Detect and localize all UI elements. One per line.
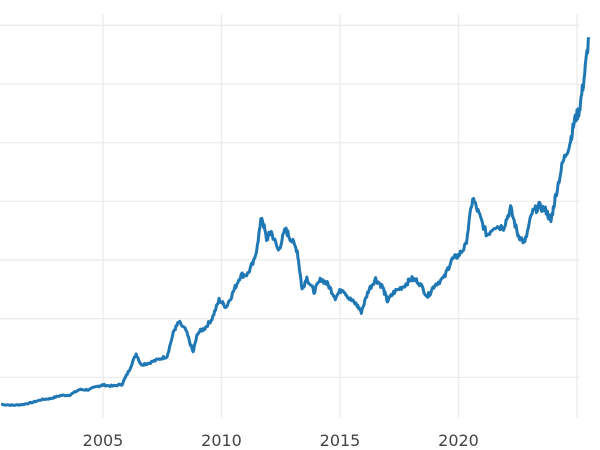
x-tick-labels: 2005 2010 2015 2020 (83, 431, 479, 450)
x-tick-label: 2015 (320, 431, 361, 450)
x-gridlines (102, 14, 578, 418)
x-tick-label: 2020 (438, 431, 479, 450)
series-line (1, 36, 591, 407)
x-tick-label: 2010 (201, 431, 242, 450)
x-tick-label: 2005 (83, 431, 124, 450)
y-gridlines (0, 24, 580, 379)
